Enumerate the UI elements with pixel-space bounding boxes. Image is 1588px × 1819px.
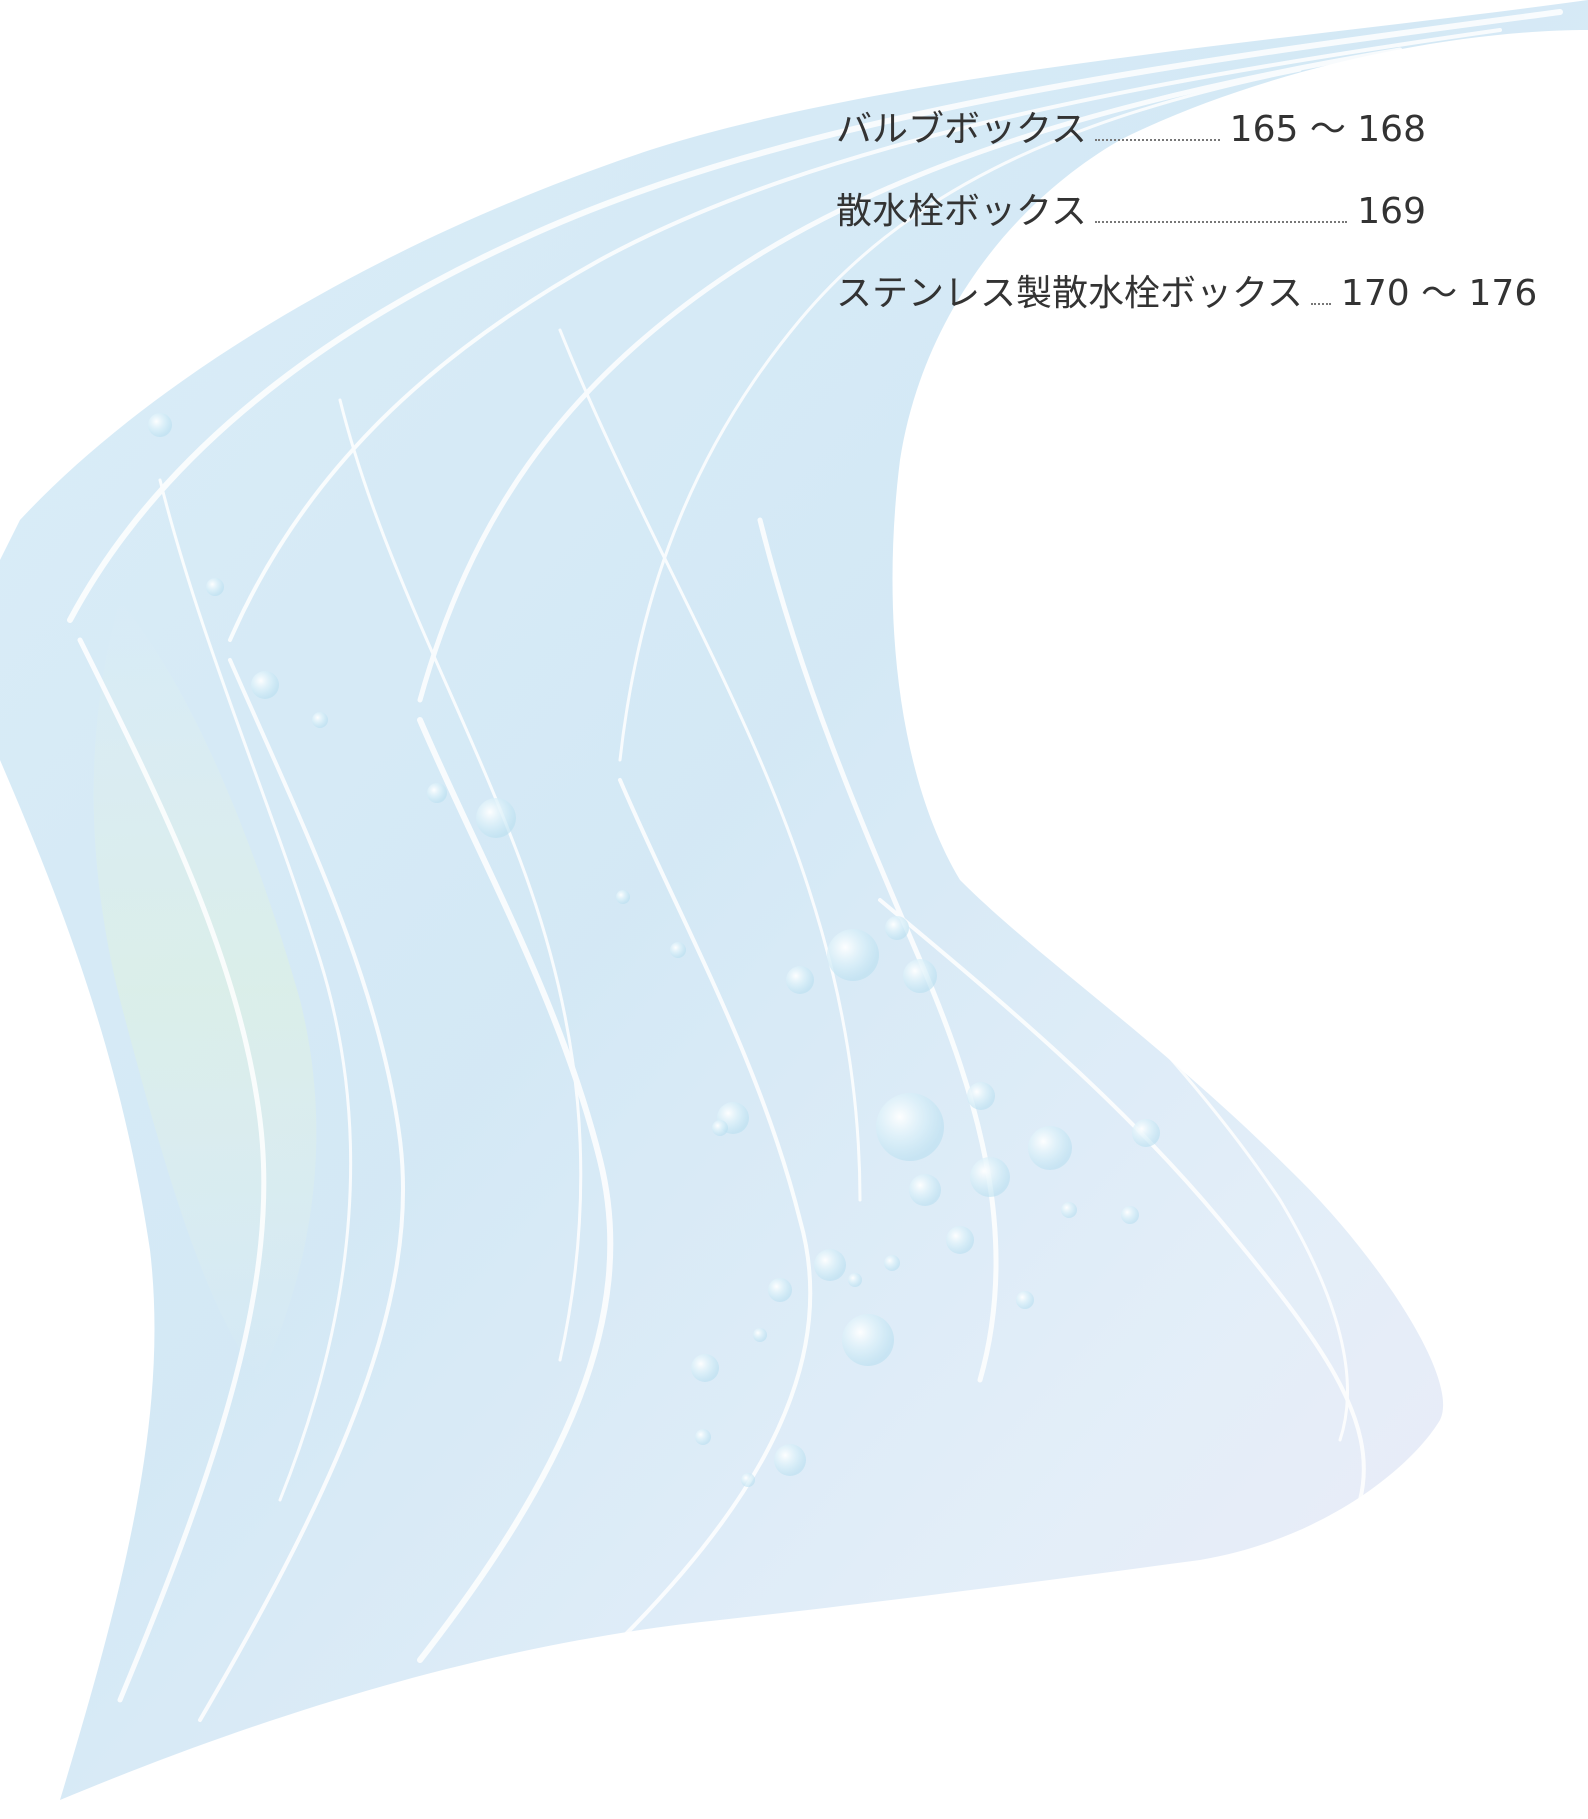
toc-item-title: 散水栓ボックス <box>836 191 1087 232</box>
toc-item-stainless-sprinkler-box[interactable]: ステンレス製散水栓ボックス 170 ～ 176 <box>836 264 1537 346</box>
toc-item-pages: 165 ～ 168 <box>1229 109 1426 150</box>
table-of-contents: バルブボックス 165 ～ 168 散水栓ボックス 169 ステンレス製散水栓ボ… <box>836 100 1537 346</box>
bubbles <box>148 413 1160 1487</box>
dotted-leader <box>1094 221 1348 223</box>
toc-item-title: ステンレス製散水栓ボックス <box>836 273 1303 314</box>
toc-item-title: バルブボックス <box>836 109 1087 150</box>
dotted-leader <box>1094 139 1220 141</box>
dotted-leader <box>1310 303 1331 305</box>
wave-green-tint <box>93 600 317 1380</box>
toc-item-sprinkler-box[interactable]: 散水栓ボックス 169 <box>836 182 1426 264</box>
toc-item-pages: 169 <box>1357 191 1426 232</box>
toc-item-valve-box[interactable]: バルブボックス 165 ～ 168 <box>836 100 1426 182</box>
toc-item-pages: 170 ～ 176 <box>1340 273 1538 314</box>
